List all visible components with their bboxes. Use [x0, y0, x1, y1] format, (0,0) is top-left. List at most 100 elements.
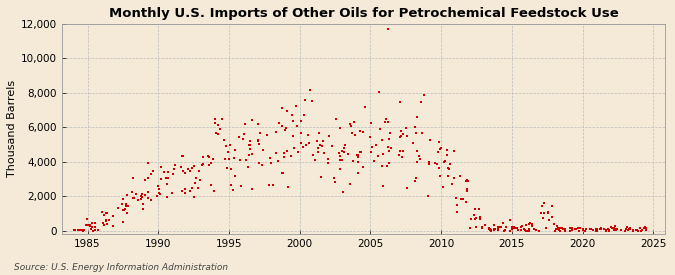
Point — [383, 136, 394, 141]
Point — [485, 226, 495, 231]
Point — [288, 119, 299, 124]
Point — [112, 206, 123, 210]
Point — [310, 158, 321, 163]
Point — [520, 227, 531, 232]
Point — [374, 90, 385, 94]
Point — [245, 142, 256, 147]
Point — [424, 138, 435, 142]
Point — [273, 121, 284, 125]
Point — [573, 226, 584, 230]
Point — [121, 204, 132, 208]
Point — [69, 228, 80, 232]
Point — [86, 227, 97, 231]
Point — [292, 124, 302, 128]
Point — [450, 196, 461, 200]
Point — [367, 145, 377, 150]
Point — [329, 180, 340, 185]
Point — [225, 143, 236, 148]
Point — [90, 221, 101, 225]
Point — [558, 226, 568, 231]
Point — [117, 202, 128, 206]
Point — [521, 223, 532, 227]
Point — [188, 164, 199, 168]
Point — [493, 227, 504, 231]
Point — [70, 228, 80, 233]
Point — [437, 185, 448, 189]
Point — [246, 152, 257, 156]
Point — [253, 142, 264, 147]
Point — [345, 122, 356, 126]
Point — [300, 97, 310, 102]
Point — [464, 226, 475, 230]
Point — [383, 149, 394, 153]
Point — [516, 225, 526, 229]
Point — [253, 139, 264, 143]
Point — [423, 161, 434, 166]
Point — [304, 141, 315, 145]
Point — [335, 158, 346, 162]
Point — [217, 117, 228, 122]
Point — [609, 226, 620, 231]
Point — [98, 220, 109, 225]
Point — [573, 226, 584, 230]
Point — [509, 226, 520, 231]
Point — [433, 140, 444, 144]
Point — [591, 227, 601, 231]
Point — [378, 184, 389, 188]
Point — [441, 153, 452, 158]
Point — [443, 174, 454, 179]
Point — [452, 203, 462, 208]
Point — [282, 108, 293, 113]
Point — [489, 223, 500, 227]
Point — [104, 217, 115, 222]
Point — [211, 131, 221, 135]
Point — [342, 152, 353, 156]
Point — [282, 184, 293, 189]
Point — [132, 198, 143, 202]
Point — [240, 158, 251, 162]
Point — [396, 129, 406, 133]
Point — [493, 228, 504, 232]
Point — [382, 27, 393, 31]
Point — [137, 195, 148, 199]
Point — [591, 228, 602, 232]
Point — [383, 144, 394, 149]
Point — [142, 161, 153, 165]
Point — [234, 134, 244, 139]
Point — [86, 225, 97, 230]
Point — [394, 152, 404, 157]
Point — [90, 225, 101, 230]
Point — [122, 210, 132, 215]
Point — [462, 178, 472, 183]
Point — [230, 174, 240, 178]
Point — [377, 164, 387, 169]
Point — [279, 128, 290, 132]
Point — [507, 227, 518, 231]
Point — [539, 201, 549, 205]
Point — [395, 100, 406, 104]
Point — [358, 165, 369, 169]
Point — [346, 124, 356, 128]
Point — [160, 176, 171, 180]
Point — [210, 121, 221, 126]
Point — [433, 166, 444, 170]
Point — [627, 227, 638, 232]
Point — [574, 226, 585, 230]
Point — [455, 174, 466, 178]
Point — [83, 222, 94, 227]
Point — [416, 131, 427, 136]
Point — [302, 133, 313, 137]
Point — [313, 150, 324, 155]
Point — [446, 182, 457, 186]
Point — [271, 151, 281, 155]
Point — [623, 228, 634, 232]
Point — [603, 227, 614, 232]
Point — [512, 228, 523, 232]
Point — [118, 208, 129, 213]
Point — [541, 226, 551, 230]
Point — [156, 165, 167, 169]
Point — [72, 228, 83, 232]
Point — [176, 188, 187, 193]
Point — [460, 200, 471, 205]
Point — [178, 154, 188, 159]
